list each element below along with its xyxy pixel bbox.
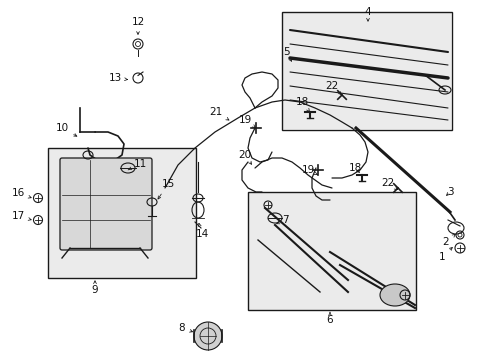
Text: 19: 19 (301, 165, 317, 175)
Text: 2: 2 (442, 234, 454, 247)
Bar (283, 13, 450, 129)
Text: 22: 22 (325, 81, 341, 94)
Text: 1: 1 (438, 247, 451, 262)
Circle shape (194, 322, 222, 350)
Text: 10: 10 (55, 123, 77, 136)
Text: 13: 13 (108, 73, 127, 83)
Text: 6: 6 (326, 312, 333, 325)
Text: 9: 9 (92, 281, 98, 295)
Bar (48, 148, 196, 278)
Text: 20: 20 (238, 150, 251, 164)
Text: 3: 3 (446, 187, 452, 197)
Text: 12: 12 (131, 17, 144, 34)
Text: 18: 18 (295, 97, 309, 112)
Text: 7: 7 (276, 215, 288, 225)
Text: 21: 21 (209, 107, 228, 120)
Text: 18: 18 (347, 163, 361, 173)
Text: 11: 11 (128, 159, 146, 170)
Text: 15: 15 (158, 179, 174, 199)
Text: 16: 16 (11, 188, 31, 198)
FancyBboxPatch shape (60, 158, 152, 250)
Text: 14: 14 (195, 223, 208, 239)
Bar (282, 12, 451, 130)
Text: 4: 4 (364, 7, 370, 21)
Text: 17: 17 (11, 211, 31, 221)
Text: 8: 8 (178, 323, 192, 333)
Text: 5: 5 (282, 47, 291, 61)
Bar (247, 192, 415, 310)
Text: 22: 22 (381, 178, 397, 190)
Text: 19: 19 (238, 115, 255, 127)
Ellipse shape (379, 284, 409, 306)
